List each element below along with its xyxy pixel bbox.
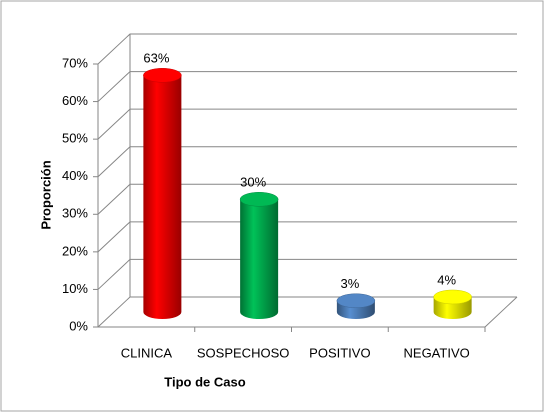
data-label: 30% bbox=[240, 175, 266, 190]
data-label: 4% bbox=[437, 272, 456, 287]
grid-line bbox=[97, 183, 517, 215]
grid-line bbox=[97, 108, 517, 140]
y-tick-label: 0% bbox=[69, 318, 88, 333]
grid-line bbox=[97, 146, 517, 178]
bar-top bbox=[239, 192, 279, 207]
y-tick-label: 20% bbox=[62, 243, 88, 258]
data-label: 63% bbox=[143, 51, 169, 66]
y-tick-label: 40% bbox=[62, 168, 88, 183]
grid-line bbox=[97, 296, 517, 328]
bar-top bbox=[336, 293, 376, 308]
bar bbox=[143, 75, 182, 319]
data-label: 3% bbox=[340, 276, 359, 291]
y-tick-label: 50% bbox=[62, 131, 88, 146]
bar bbox=[240, 199, 279, 319]
x-tick-label: CLINICA bbox=[121, 345, 173, 360]
y-tick-label: 70% bbox=[62, 55, 88, 70]
y-tick-label: 30% bbox=[62, 206, 88, 221]
y-tick-label: 60% bbox=[62, 93, 88, 108]
x-tick-label: NEGATIVO bbox=[404, 345, 470, 360]
grid-line bbox=[97, 33, 517, 65]
grid-line bbox=[97, 258, 517, 290]
floor-edge bbox=[484, 296, 518, 328]
grid-line bbox=[97, 221, 517, 253]
grid-line bbox=[97, 71, 517, 102]
bar-top bbox=[433, 289, 472, 305]
y-tick-label: 10% bbox=[62, 281, 88, 296]
x-tick-label: SOSPECHOSO bbox=[197, 345, 289, 360]
x-tick-label: POSITIVO bbox=[309, 345, 370, 360]
y-axis-title: Proporción bbox=[38, 160, 53, 229]
x-axis-title: Tipo de Caso bbox=[164, 374, 245, 389]
bar-top bbox=[143, 68, 182, 83]
